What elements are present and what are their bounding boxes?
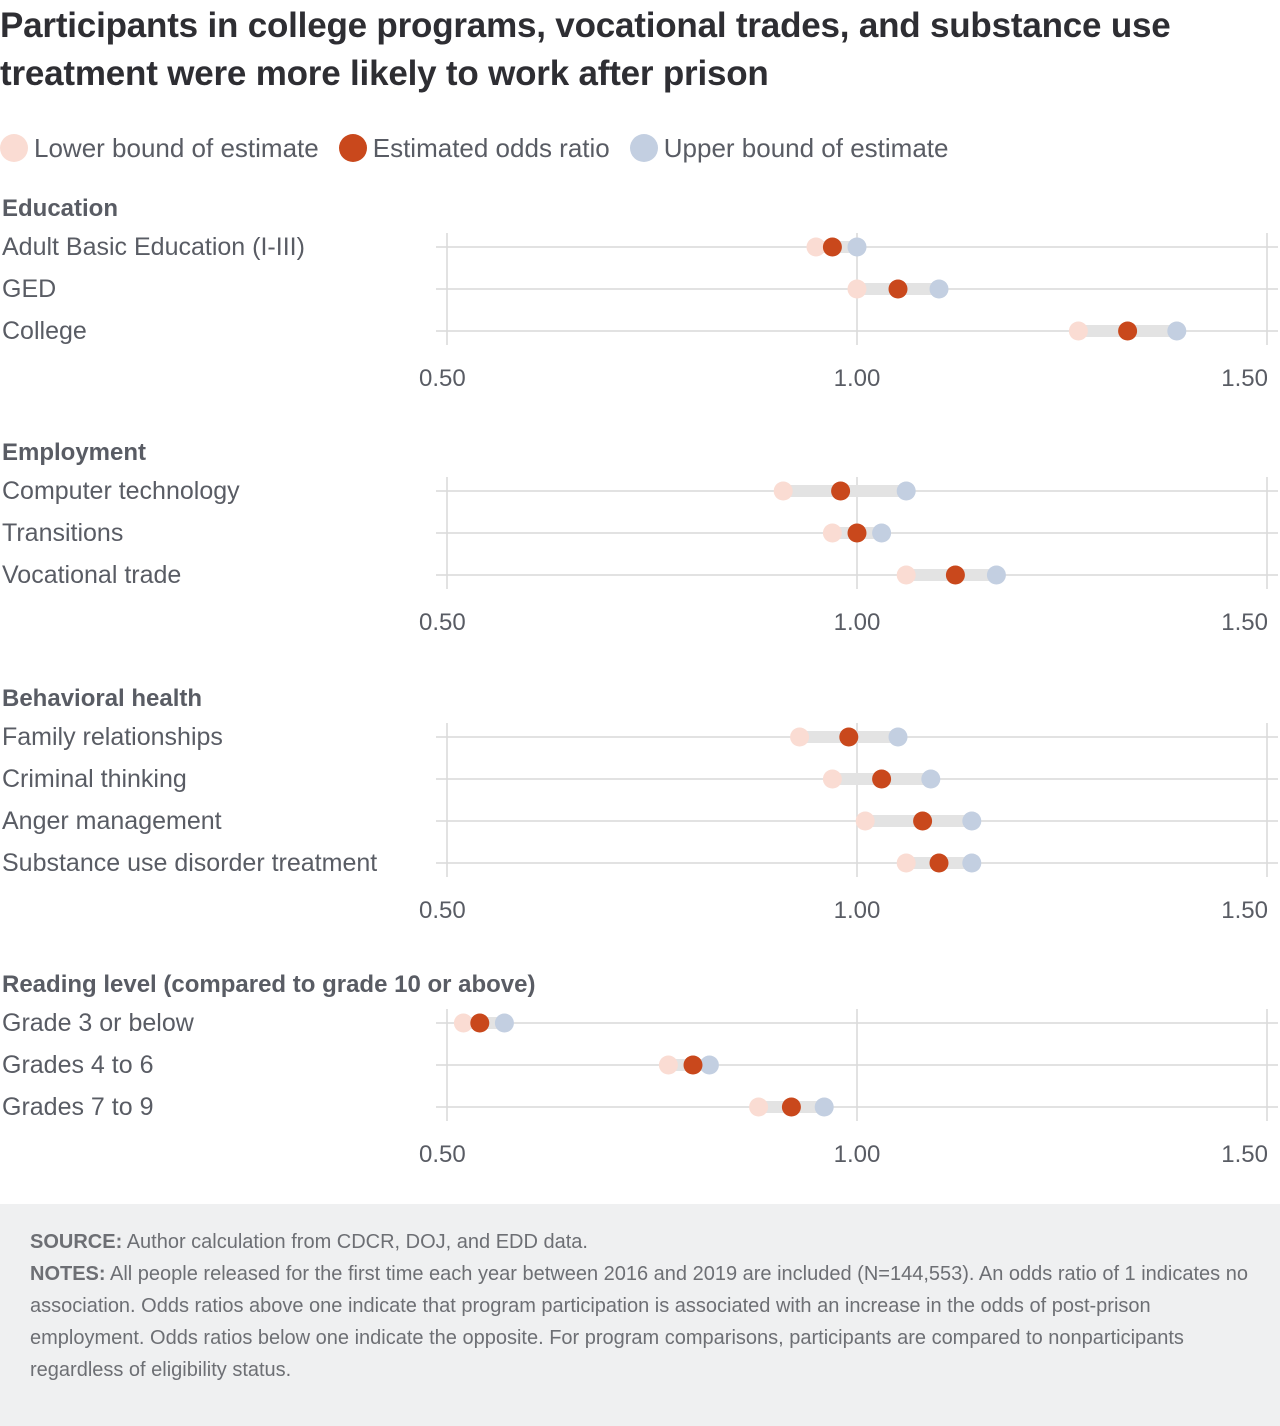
row-label: Vocational trade [2,561,181,589]
lower-bound-point [806,237,826,257]
row-label: Computer technology [2,477,240,505]
upper-bound-point [494,1013,514,1033]
estimate-point [847,523,867,543]
legend-label-estimate: Estimated odds ratio [372,132,610,163]
panel-title: Employment [2,439,146,466]
upper-bound-point [921,769,941,789]
upper-bound-point [896,481,916,501]
lower-bound-point [773,481,793,501]
upper-bound-point [888,727,908,747]
row-label: Criminal thinking [2,765,187,793]
row-label: Transitions [2,519,123,547]
lower-bound-point [822,769,842,789]
estimate-point [831,481,851,501]
panel-title: Behavioral health [2,685,202,712]
row-label: Grade 3 or below [2,1009,195,1037]
x-tick-label: 1.00 [834,609,881,636]
row-label: Family relationships [2,723,223,751]
estimate-point [929,853,949,873]
x-tick-label: 0.50 [419,1141,466,1168]
upper-bound-point [814,1097,834,1117]
chart-title: Participants in college programs, vocati… [0,6,1171,93]
lower-bound-point [658,1055,678,1075]
legend-label-lower: Lower bound of estimate [34,132,319,163]
panel-2: Employment Computer technology Transitions… [2,439,1278,636]
x-tick-label: 1.00 [834,365,881,392]
footer-notes: SOURCE: Author calculation from CDCR, DO… [0,1204,1280,1426]
legend-marker-estimate [338,134,367,162]
legend: Lower bound of estimate Estimated odds r… [0,128,968,168]
lower-bound-point [1068,321,1088,341]
panel-4: Reading level (compared to grade 10 or a… [2,971,1278,1168]
x-tick-label: 1.00 [834,1141,881,1168]
panel-3: Behavioral health Family relationships Cri… [2,685,1278,924]
source-line: SOURCE: Author calculation from CDCR, DO… [30,1226,1250,1258]
upper-bound-point [699,1055,719,1075]
dot-range-chart: Education Adult Basic Education (I-III) GE… [2,195,1278,1168]
estimate-point [470,1013,490,1033]
legend-item-estimate: Estimated odds ratio [338,132,610,164]
lower-bound-point [847,279,867,299]
x-tick-label: 0.50 [419,365,466,392]
row-label: Adult Basic Education (I-III) [2,233,305,261]
panel-title: Education [2,195,118,222]
estimate-point [781,1097,801,1117]
upper-bound-point [1167,321,1187,341]
row-label: Grades 7 to 9 [2,1093,153,1121]
notes-label: NOTES: [30,1263,106,1285]
lower-bound-point [822,523,842,543]
x-tick-label: 1.50 [1221,365,1268,392]
panel-1: Education Adult Basic Education (I-III) GE… [2,195,1278,392]
upper-bound-point [872,523,892,543]
lower-bound-point [790,727,810,747]
upper-bound-point [986,565,1006,585]
row-label: Anger management [2,807,222,835]
source-label: SOURCE: [30,1231,123,1253]
upper-bound-point [962,853,982,873]
legend-item-lower: Lower bound of estimate [0,133,319,164]
estimate-point [945,565,965,585]
estimate-point [1118,321,1138,341]
lower-bound-point [896,853,916,873]
estimate-point [683,1055,703,1075]
x-tick-label: 1.50 [1221,1141,1268,1168]
estimate-point [888,279,908,299]
lower-bound-point [855,811,875,831]
lower-bound-point [896,565,916,585]
legend-marker-lower [0,134,28,162]
estimate-point [872,769,892,789]
row-label: Substance use disorder treatment [2,849,377,877]
upper-bound-point [847,237,867,257]
upper-bound-point [962,811,982,831]
row-label: Grades 4 to 6 [2,1051,153,1079]
panel-title: Reading level (compared to grade 10 or a… [2,971,535,998]
upper-bound-point [929,279,949,299]
lower-bound-point [749,1097,769,1117]
legend-label-upper: Upper bound of estimate [663,132,949,163]
notes-line: NOTES: All people released for the first… [30,1258,1250,1386]
source-text: Author calculation from CDCR, DOJ, and E… [126,1231,588,1253]
x-tick-label: 1.50 [1221,609,1268,636]
estimate-point [839,727,859,747]
x-tick-label: 1.00 [834,897,881,924]
legend-marker-upper [629,134,658,162]
x-tick-label: 0.50 [419,609,466,636]
x-tick-label: 0.50 [419,897,466,924]
row-label: GED [2,275,56,303]
estimate-point [913,811,933,831]
lower-bound-point [453,1013,473,1033]
notes-text: All people released for the first time e… [30,1263,1248,1381]
estimate-point [822,237,842,257]
legend-item-upper: Upper bound of estimate [629,132,949,164]
row-label: College [2,317,87,345]
x-tick-label: 1.50 [1221,897,1268,924]
